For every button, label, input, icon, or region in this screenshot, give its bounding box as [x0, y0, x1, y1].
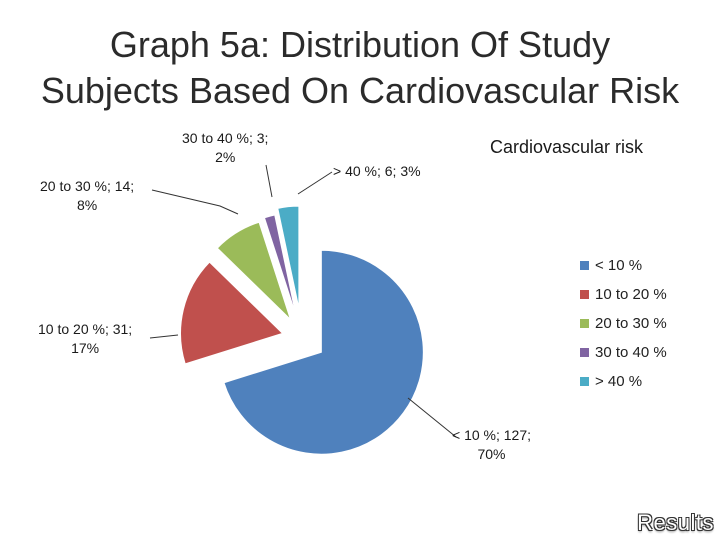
- pie-slice-10-20: [180, 261, 284, 365]
- results-footer: Results: [637, 510, 714, 535]
- leader-line-30-40: [265, 164, 273, 198]
- leader-line-gt40: [297, 171, 333, 195]
- legend-swatch: [580, 348, 589, 357]
- title-line-2: Subjects Based On Cardiovascular Risk: [40, 70, 680, 111]
- pie-slice-gt40: [277, 205, 300, 309]
- pie-slice-20-30: [216, 221, 291, 320]
- data-label-20-30: 20 to 30 %; 14; 8%: [40, 178, 135, 213]
- legend-swatch: [580, 377, 589, 386]
- data-label-gt40: > 40 %; 6; 3%: [333, 163, 421, 179]
- data-label-30-40: 30 to 40 %; 3; 2%: [182, 130, 269, 165]
- data-label-10-20: 10 to 20 %; 31; 17%: [38, 321, 133, 356]
- leader-line-lt10: [407, 397, 457, 438]
- leader-line-20-30: [151, 189, 239, 215]
- leader-line-10-20: [149, 334, 179, 339]
- chart-title: Cardiovascular risk: [490, 137, 644, 157]
- pie-slice-lt10: [223, 249, 424, 455]
- legend-swatch: [580, 290, 589, 299]
- legend-swatch: [580, 319, 589, 328]
- page-title: Graph 5a: Distribution Of Study Subjects…: [20, 22, 700, 114]
- data-label-lt10: < 10 %; 127; 70%: [452, 427, 532, 462]
- pie-slice-30-40: [263, 214, 297, 315]
- legend-swatch: [580, 261, 589, 270]
- title-line-1: Graph 5a: Distribution Of Study: [109, 24, 611, 65]
